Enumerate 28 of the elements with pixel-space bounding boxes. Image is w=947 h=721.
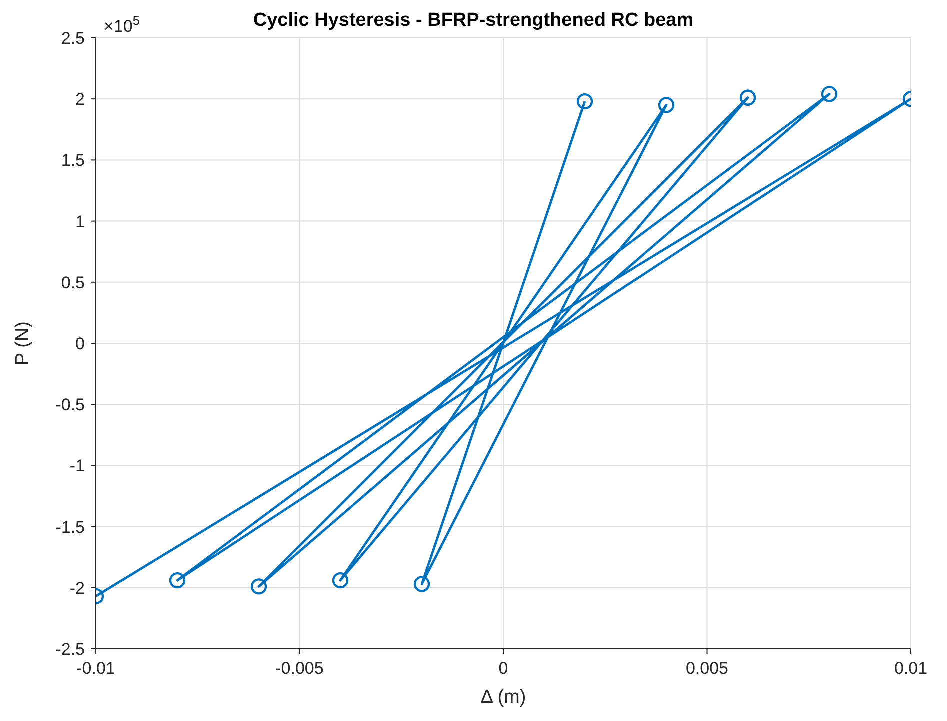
y-tick-label: 2.5 <box>61 29 85 48</box>
point <box>414 576 430 592</box>
x-tick-label: 0.01 <box>894 659 928 678</box>
text: ×10$^{5}$ <box>104 12 140 36</box>
chart-title: Cyclic Hysteresis - BFRP-strengthened RC beam <box>253 10 694 31</box>
point <box>821 86 838 102</box>
y-tick-label: -2.5 <box>56 640 85 660</box>
point <box>740 90 756 106</box>
x-tick-label: -0.01 <box>76 659 116 678</box>
y-axis-title: P (N) <box>12 322 34 366</box>
y-tick-label: -0.5 <box>56 396 85 415</box>
point <box>658 97 675 114</box>
x-tick-label: 0.005 <box>686 659 729 678</box>
point <box>169 572 186 589</box>
y-tick-label: 0 <box>76 334 85 354</box>
point <box>576 93 594 110</box>
x-axis-title: Δ (m) <box>480 687 526 708</box>
y-tick-label: -2 <box>70 578 85 598</box>
y-tick-label: -1 <box>70 456 85 476</box>
y-tick-label: -1.5 <box>56 518 85 537</box>
y-tick-label: 2 <box>76 90 85 110</box>
x-tick-label: -0.005 <box>276 659 324 678</box>
y-tick-label: 1 <box>76 212 85 232</box>
point <box>250 578 268 595</box>
y-tick-label: 0.5 <box>61 273 85 292</box>
x-tick-label: 0 <box>498 659 508 678</box>
y-tick-label: 1.5 <box>61 151 85 170</box>
point <box>332 572 349 589</box>
